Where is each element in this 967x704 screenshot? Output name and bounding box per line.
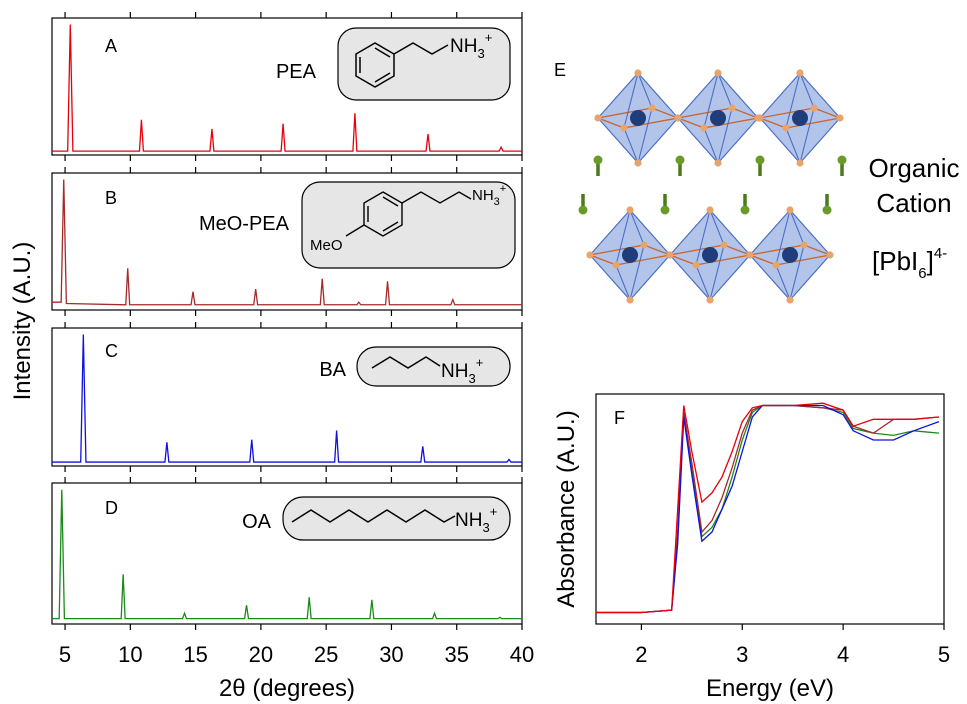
panel-letter: D — [105, 498, 118, 518]
group-text: NH — [441, 361, 468, 382]
molecule-label: PEA — [276, 61, 317, 83]
panel-letter: E — [554, 60, 566, 80]
data-line — [596, 402, 940, 614]
x-tick-label: 10 — [118, 642, 142, 667]
molecule-label: BA — [319, 359, 346, 381]
plot-frame — [595, 393, 945, 625]
molecule-a: NH3+ — [337, 27, 511, 101]
molecule-b: MeO NH3+ — [301, 181, 516, 269]
molecule-d: NH3+ — [282, 496, 511, 541]
diagram-label: [PbI — [872, 246, 918, 276]
diagram-sub: 6 — [918, 265, 926, 282]
data-line — [52, 489, 522, 620]
diagram-sup: 4- — [934, 245, 947, 262]
group-text: NH — [455, 510, 482, 531]
x-tick-label: 5 — [938, 642, 950, 667]
svg-text:NH3+: NH3+ — [472, 183, 506, 208]
x-axis-label: 2θ (degrees) — [219, 675, 355, 702]
svg-text:NH3+: NH3+ — [455, 504, 497, 535]
panel-letter: F — [614, 408, 625, 428]
x-tick-label: 4 — [837, 642, 849, 667]
group-sup: + — [500, 183, 506, 195]
structure-diagram — [576, 68, 849, 305]
y-axis-label: Intensity (A.U.) — [9, 242, 36, 401]
plot-frame — [51, 17, 523, 156]
x-tick-label: 30 — [379, 642, 403, 667]
x-tick-label: 2 — [635, 642, 647, 667]
plot-frame — [51, 172, 523, 311]
x-tick-label: 40 — [510, 642, 534, 667]
plot-frame — [51, 327, 523, 467]
x-tick-label: 35 — [444, 642, 468, 667]
x-axis-label: Energy (eV) — [706, 675, 834, 702]
x-tick-label: 20 — [249, 642, 273, 667]
data-line — [52, 334, 522, 463]
molecule-label: OA — [242, 511, 272, 533]
group-text: NH — [450, 36, 477, 57]
panel-letter: B — [105, 188, 117, 208]
panel-letter: C — [105, 341, 118, 361]
data-line — [596, 404, 940, 614]
molecule-label: MeO-PEA — [199, 213, 290, 235]
x-tick-label: 25 — [314, 642, 338, 667]
plot-frame — [51, 482, 523, 625]
panel-letter: A — [105, 36, 117, 56]
diagram-label: Organic — [868, 153, 959, 183]
group-text: NH — [472, 187, 494, 204]
group-sup: + — [490, 504, 498, 519]
data-line — [52, 179, 522, 306]
diagram-label: Cation — [876, 188, 951, 218]
substituent: MeO — [310, 237, 343, 254]
svg-text:NH3+: NH3+ — [450, 30, 492, 61]
group-sub: 3 — [494, 196, 500, 208]
diagram-label: ] — [927, 246, 934, 276]
data-line — [52, 24, 522, 152]
svg-text:NH3+: NH3+ — [441, 355, 483, 386]
group-sub: 3 — [468, 371, 475, 386]
svg-text:[PbI6]4-: [PbI6]4- — [872, 245, 947, 282]
x-tick-label: 15 — [183, 642, 207, 667]
x-tick-label: 5 — [59, 642, 71, 667]
molecule-c: NH3+ — [356, 346, 511, 387]
group-sup: + — [485, 30, 493, 45]
group-sub: 3 — [477, 46, 484, 61]
group-sup: + — [476, 355, 484, 370]
data-line — [596, 404, 940, 614]
y-axis-label: Absorbance (A.U.) — [553, 410, 580, 607]
group-sub: 3 — [482, 520, 489, 535]
data-line — [596, 404, 940, 614]
x-tick-label: 3 — [736, 642, 748, 667]
